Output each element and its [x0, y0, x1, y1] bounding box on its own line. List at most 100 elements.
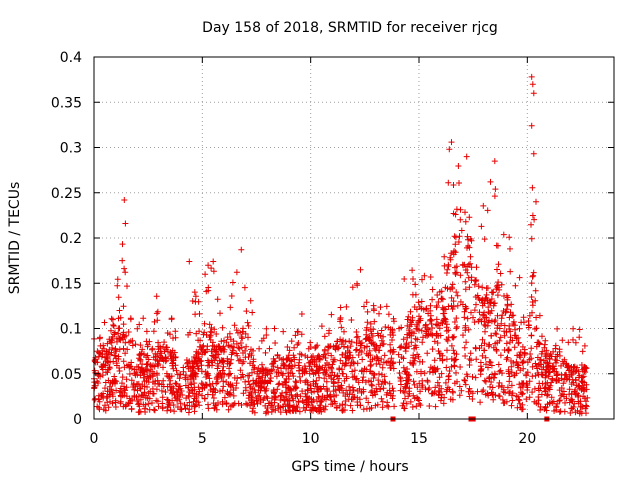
data-point	[300, 404, 307, 411]
data-point	[496, 325, 503, 332]
data-point	[446, 386, 453, 393]
data-point	[519, 401, 526, 408]
data-point	[539, 333, 545, 340]
data-point	[228, 293, 235, 299]
data-point	[502, 389, 509, 396]
data-point	[359, 377, 366, 384]
data-point	[525, 324, 532, 331]
data-point	[220, 378, 227, 385]
data-point	[229, 279, 236, 286]
data-point	[553, 359, 559, 366]
data-point	[570, 336, 576, 343]
data-point	[400, 364, 407, 371]
data-points	[91, 73, 591, 422]
data-point	[354, 388, 361, 394]
data-point	[442, 379, 449, 386]
data-point	[468, 274, 475, 281]
data-point	[305, 345, 312, 352]
data-point	[141, 351, 147, 358]
data-point	[454, 378, 460, 385]
data-point	[115, 330, 122, 337]
data-point	[448, 342, 455, 349]
data-point	[310, 381, 317, 387]
data-point	[373, 360, 380, 367]
data-point	[440, 317, 447, 324]
data-point	[323, 385, 330, 392]
data-point	[177, 400, 184, 407]
data-point	[447, 254, 454, 261]
data-point	[390, 388, 397, 394]
data-point	[335, 345, 341, 352]
data-point	[354, 282, 361, 289]
data-point	[351, 360, 357, 367]
data-point	[106, 346, 113, 353]
data-point	[273, 373, 280, 380]
data-point	[465, 236, 471, 243]
data-point	[359, 367, 365, 374]
axis-ticks	[93, 56, 614, 420]
data-point	[365, 399, 372, 406]
data-point	[501, 400, 508, 406]
data-point	[571, 389, 578, 396]
data-point	[262, 349, 269, 356]
data-point	[203, 288, 210, 295]
data-point	[251, 386, 258, 393]
data-point	[495, 242, 501, 249]
data-point	[578, 362, 585, 368]
data-point	[121, 364, 128, 371]
data-point	[112, 380, 118, 387]
data-point	[575, 393, 581, 400]
data-point	[336, 366, 343, 373]
data-point	[384, 402, 390, 409]
data-point	[385, 403, 392, 410]
data-point	[250, 405, 257, 412]
data-point	[102, 385, 108, 392]
data-point	[134, 371, 141, 378]
data-point	[574, 407, 581, 414]
data-point	[290, 404, 296, 411]
data-point	[529, 184, 536, 191]
data-point	[250, 358, 257, 365]
data-point	[463, 153, 470, 160]
data-point	[231, 322, 238, 329]
data-point	[167, 377, 174, 384]
data-point	[390, 365, 397, 372]
data-point	[155, 362, 161, 369]
data-point	[267, 368, 273, 375]
data-point	[381, 352, 388, 359]
data-point	[410, 378, 417, 385]
data-point	[307, 358, 314, 365]
data-point	[468, 357, 474, 364]
data-point	[120, 303, 127, 310]
data-point	[108, 339, 115, 346]
data-point	[446, 146, 453, 153]
data-point	[523, 396, 530, 403]
data-point	[339, 370, 346, 377]
data-point	[483, 361, 489, 368]
data-point	[152, 380, 158, 387]
data-point	[292, 378, 299, 385]
data-point	[117, 400, 124, 407]
data-point	[108, 315, 115, 322]
data-point	[104, 393, 111, 400]
data-point	[453, 315, 460, 322]
data-point	[181, 401, 188, 408]
data-point	[378, 337, 385, 344]
data-point	[432, 403, 439, 410]
data-point	[353, 334, 360, 341]
data-point	[575, 382, 582, 389]
data-point	[214, 379, 221, 385]
data-point	[404, 334, 411, 341]
data-point	[367, 358, 374, 365]
data-point	[120, 331, 126, 338]
data-point	[461, 344, 468, 351]
data-point	[538, 391, 545, 398]
data-point	[197, 337, 204, 344]
data-point	[533, 343, 540, 350]
data-point	[582, 405, 589, 412]
data-point	[195, 353, 202, 360]
data-point	[385, 311, 392, 318]
data-point	[224, 360, 231, 367]
data-point	[477, 368, 484, 374]
data-point	[120, 321, 127, 328]
